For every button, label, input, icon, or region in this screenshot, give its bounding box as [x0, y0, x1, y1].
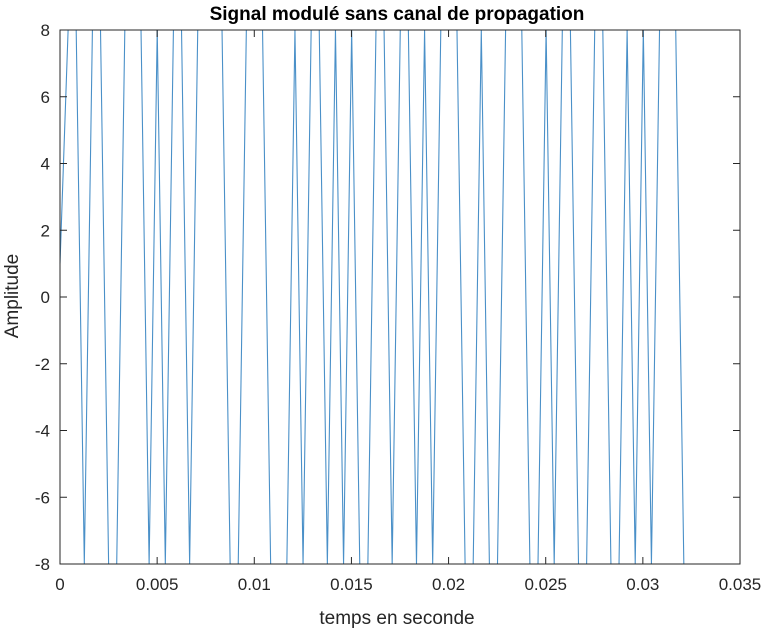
y-tick-label: -6 — [35, 488, 50, 507]
y-tick-label: 0 — [41, 288, 50, 307]
x-tick-label: 0.02 — [432, 575, 465, 594]
x-tick-label: 0.005 — [136, 575, 179, 594]
x-tick-label: 0.03 — [626, 575, 659, 594]
x-tick-label: 0.01 — [238, 575, 271, 594]
y-axis-label: Amplitude — [2, 254, 23, 339]
y-ticks-group: -8 -6 -4 -2 0 2 4 6 8 — [35, 21, 740, 574]
y-tick-label: 2 — [41, 221, 50, 240]
x-ticks-group: 0 0.005 0.01 0.015 0.02 0.025 0.03 0.035 — [55, 30, 761, 594]
x-tick-label: 0 — [55, 575, 64, 594]
y-tick-label: 6 — [41, 88, 50, 107]
y-tick-label: -8 — [35, 555, 50, 574]
x-tick-label: 0.025 — [524, 575, 567, 594]
y-tick-label: -4 — [35, 422, 50, 441]
x-tick-label: 0.015 — [330, 575, 373, 594]
y-tick-label: 4 — [41, 155, 50, 174]
x-tick-label: 0.035 — [719, 575, 762, 594]
y-tick-label: -2 — [35, 355, 50, 374]
y-tick-label: 8 — [41, 21, 50, 40]
chart-title: Signal modulé sans canal de propagation — [210, 4, 585, 25]
x-axis-label: temps en seconde — [319, 608, 474, 629]
